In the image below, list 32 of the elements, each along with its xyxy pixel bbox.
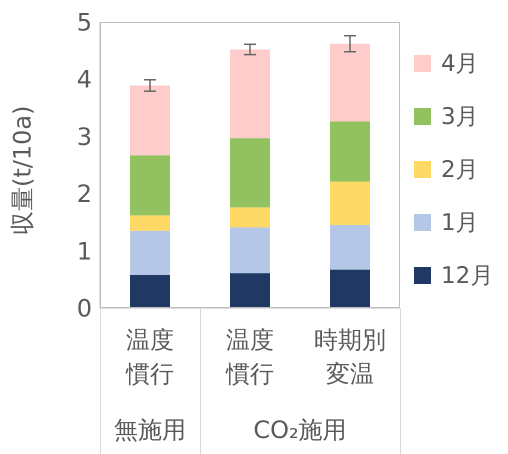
legend-label: 4月 bbox=[441, 50, 479, 79]
y-tick-label: 1 bbox=[76, 237, 92, 266]
x-tick-label: 時期別変温 bbox=[314, 326, 386, 388]
bar bbox=[330, 270, 370, 308]
bar bbox=[230, 227, 270, 274]
bar bbox=[330, 122, 370, 182]
y-tick-label: 5 bbox=[76, 8, 92, 37]
bar bbox=[330, 182, 370, 226]
legend-label: 2月 bbox=[441, 156, 479, 185]
bar bbox=[230, 273, 270, 308]
bar bbox=[230, 207, 270, 228]
bar bbox=[230, 49, 270, 138]
x-tick-label: 温度慣行 bbox=[125, 326, 174, 388]
bar bbox=[330, 225, 370, 270]
y-axis-title: 収量(t/10a) bbox=[8, 106, 37, 235]
y-tick-label: 3 bbox=[76, 122, 92, 151]
bar bbox=[130, 155, 170, 216]
text: 無施用 bbox=[113, 415, 187, 446]
bar bbox=[130, 274, 170, 308]
y-tick-label: 0 bbox=[76, 294, 92, 323]
x-tick-label: 温度慣行 bbox=[225, 326, 274, 388]
text: CO₂施用 bbox=[252, 415, 348, 446]
bar bbox=[230, 138, 270, 208]
legend-label: 1月 bbox=[441, 209, 479, 238]
legend-label: 3月 bbox=[441, 103, 479, 132]
bar bbox=[130, 230, 170, 275]
bar bbox=[130, 215, 170, 231]
y-tick-label: 2 bbox=[76, 180, 92, 208]
bar bbox=[330, 44, 370, 122]
y-tick-label: 4 bbox=[76, 66, 92, 94]
legend-label: 12月 bbox=[441, 262, 494, 291]
bar bbox=[130, 85, 170, 156]
